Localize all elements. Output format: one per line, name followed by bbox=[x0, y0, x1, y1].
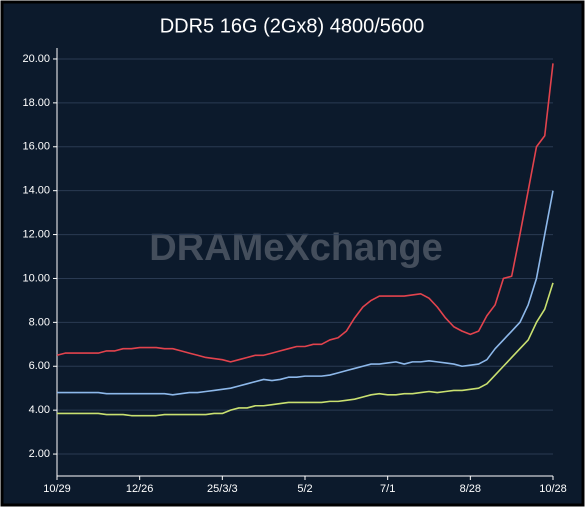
y-tick-label: 8.00 bbox=[29, 316, 50, 328]
y-tick-label: 2.00 bbox=[29, 448, 50, 460]
y-tick-label: 10.00 bbox=[22, 272, 50, 284]
y-tick-label: 16.00 bbox=[22, 141, 50, 153]
x-tick-label: 10/28 bbox=[539, 483, 567, 495]
x-tick-label: 7/1 bbox=[380, 483, 395, 495]
x-tick-label: 10/29 bbox=[43, 483, 71, 495]
x-tick-label: 25/3/3 bbox=[207, 483, 238, 495]
chart-title: DDR5 16G (2Gx8) 4800/5600 bbox=[160, 15, 425, 37]
x-tick-label: 8/28 bbox=[460, 483, 481, 495]
x-tick-label: 5/2 bbox=[297, 483, 312, 495]
series-line bbox=[57, 282, 554, 417]
y-tick-label: 6.00 bbox=[29, 360, 50, 372]
x-tick-label: 12/26 bbox=[126, 483, 154, 495]
series-line bbox=[56, 63, 554, 363]
watermark: DRAMeXchange bbox=[149, 227, 443, 269]
y-tick-label: 14.00 bbox=[22, 185, 50, 197]
y-tick-label: 18.00 bbox=[22, 97, 50, 109]
y-tick-label: 12.00 bbox=[22, 228, 50, 240]
y-tick-label: 20.00 bbox=[22, 53, 50, 65]
y-tick-label: 4.00 bbox=[29, 404, 50, 416]
series-line bbox=[57, 190, 554, 396]
